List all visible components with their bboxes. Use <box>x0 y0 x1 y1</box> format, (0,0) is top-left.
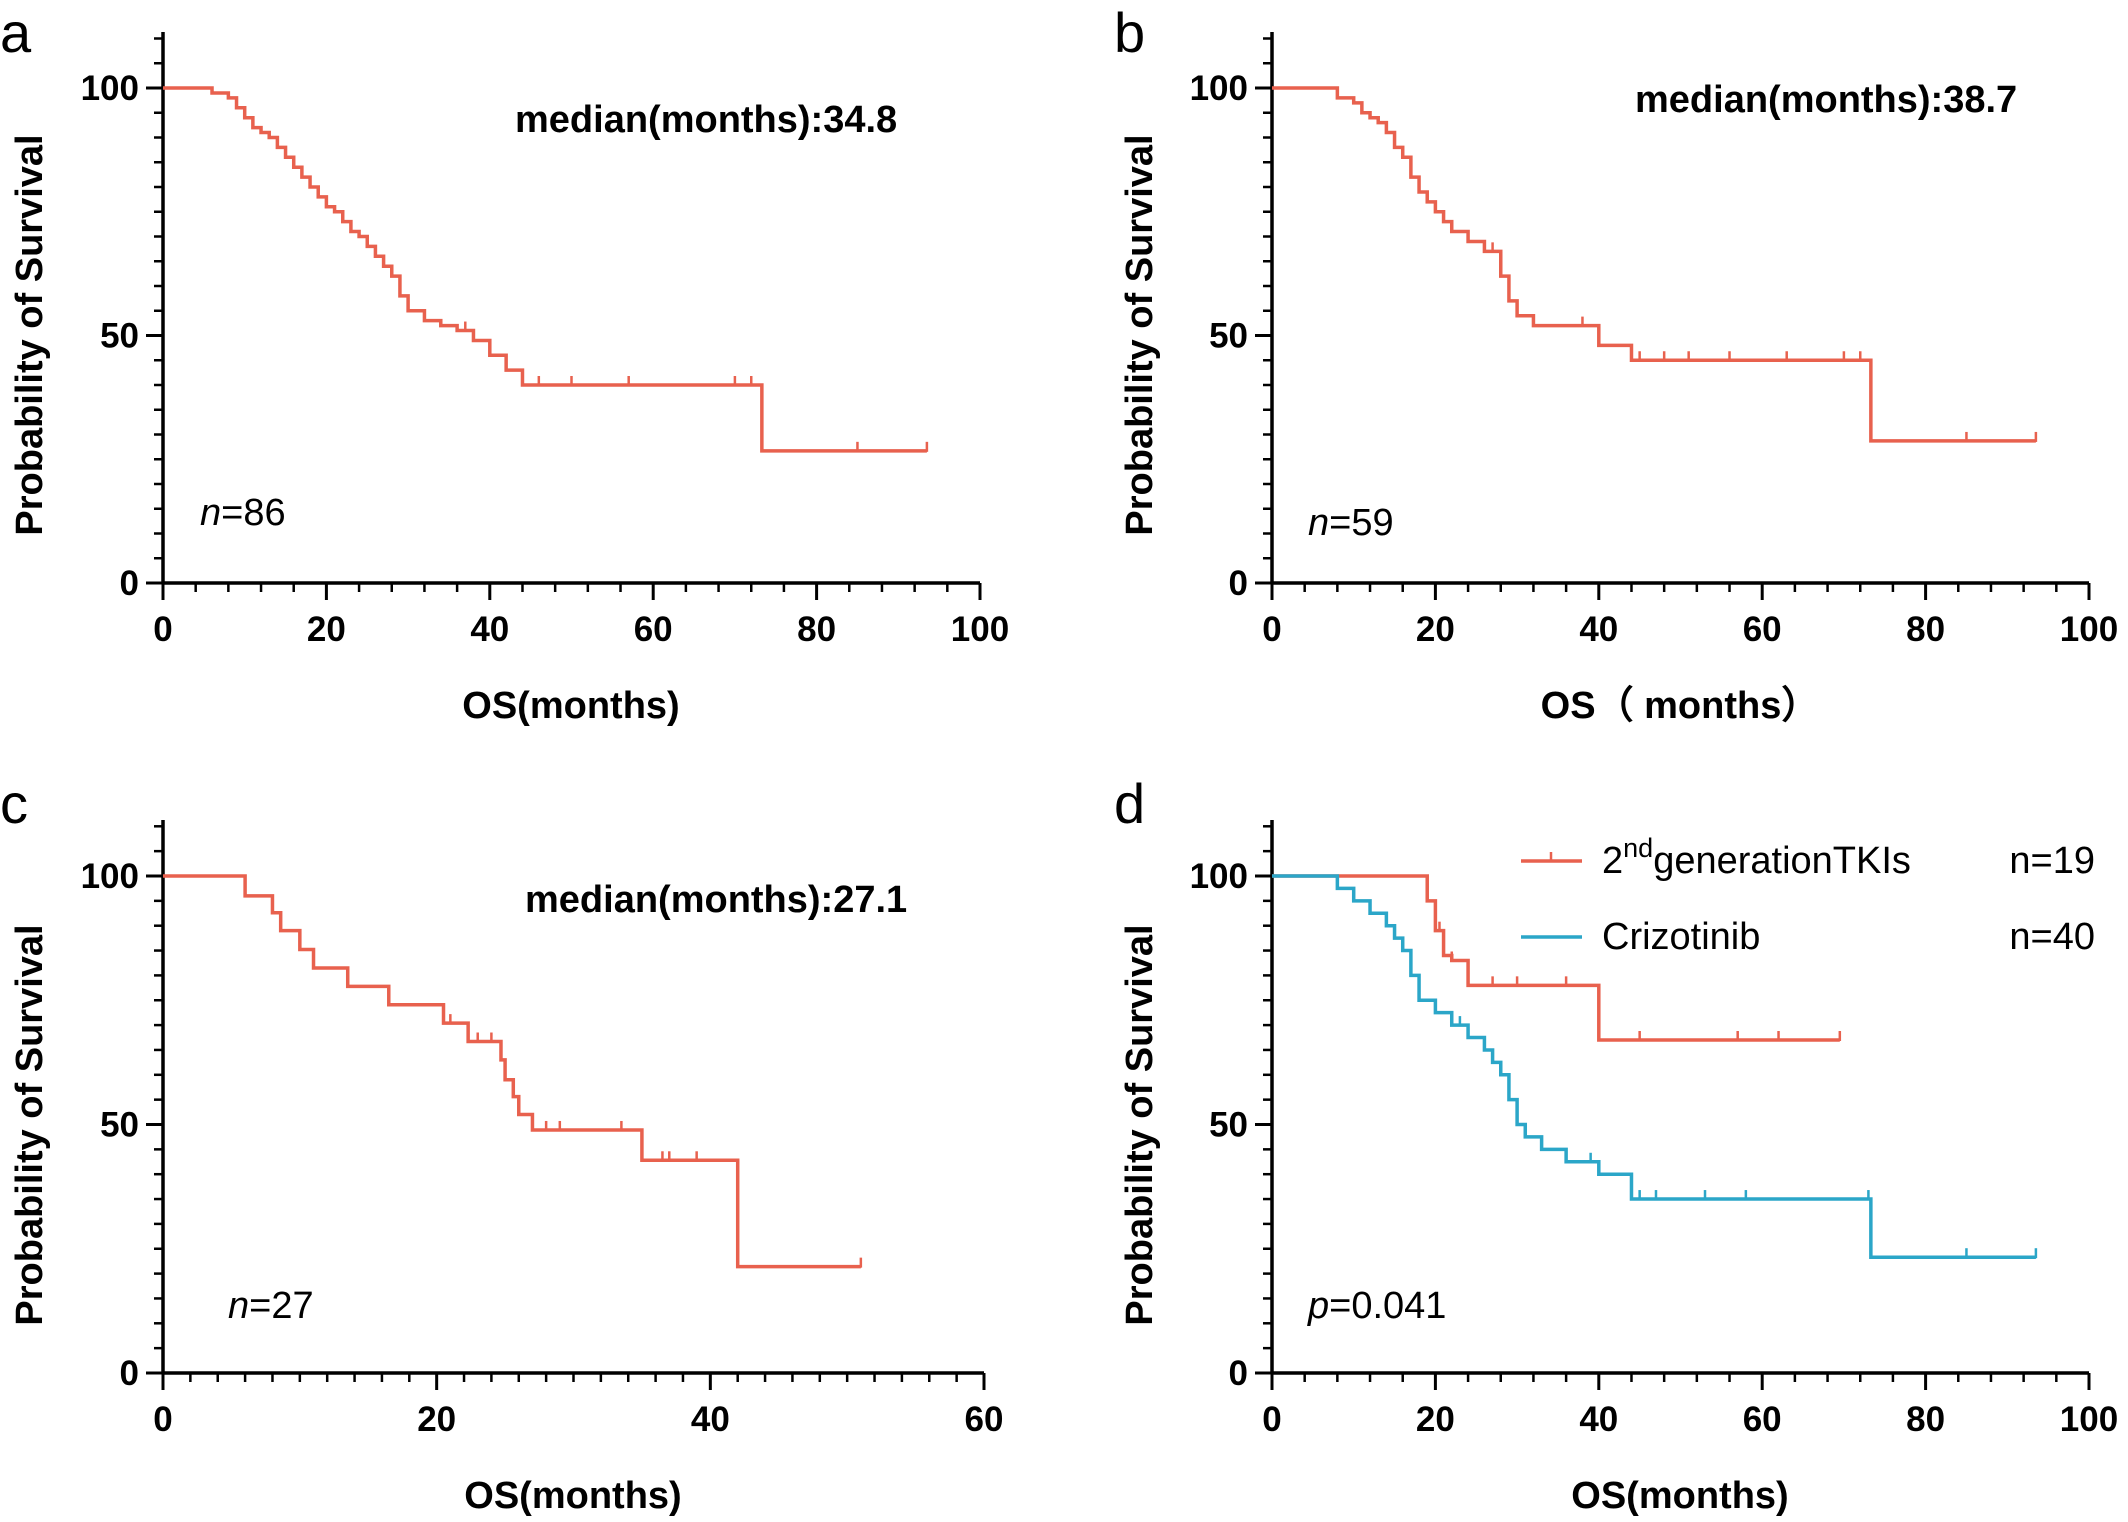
y-axis-title: Probability of Survival <box>9 134 51 535</box>
x-tick-label: 0 <box>153 610 172 649</box>
p-value: =0.041 <box>1329 1285 1446 1327</box>
y-tick-label: 0 <box>1229 564 1248 603</box>
n-symbol: n <box>200 492 221 534</box>
y-tick-label: 100 <box>1190 857 1248 896</box>
x-tick-label: 20 <box>307 610 346 649</box>
median-label: median(months):38.7 <box>1635 79 2017 121</box>
chart-panel-c: c 0 20 40 60 0 50 100 OS(months) Probability of S… <box>0 772 1003 1517</box>
n-symbol: n <box>228 1285 249 1327</box>
x-tick-label: 100 <box>951 610 1009 649</box>
median-label: median(months):34.8 <box>515 99 897 141</box>
y-axis-title: Probability of Survival <box>9 924 51 1325</box>
sample-size-label: n=86 <box>200 492 286 534</box>
legend-label-rest: generationTKIs <box>1653 840 1911 882</box>
x-tick-label: 40 <box>470 610 509 649</box>
x-tick-label: 0 <box>153 1400 172 1439</box>
legend-n: n=40 <box>2009 916 2095 958</box>
y-axis-title: Probability of Survival <box>1119 134 1161 535</box>
sample-size-label: n=27 <box>228 1285 314 1327</box>
survival-curve-series-0 <box>163 86 927 453</box>
chart-panel-d: d 0 20 40 60 80 100 0 50 100 OS(months) Probability… <box>1114 772 2118 1517</box>
panel-letter: a <box>0 1 32 64</box>
x-tick-label: 60 <box>634 610 673 649</box>
y-tick-label: 100 <box>81 857 139 896</box>
x-tick-label: 20 <box>1416 610 1455 649</box>
y-tick-label: 0 <box>1229 1354 1248 1393</box>
x-tick-label: 100 <box>2060 610 2118 649</box>
x-tick-label: 20 <box>1416 1400 1455 1439</box>
y-tick-label: 50 <box>1209 317 1248 356</box>
legend-label: Crizotinib <box>1602 916 1760 958</box>
survival-curve-series-0 <box>1272 86 2036 443</box>
legend-label: 2ndgenerationTKIs <box>1602 833 1911 882</box>
chart-panel-b: b 0 20 40 60 80 100 0 50 100 OS（ months） Probabilit… <box>1114 1 2118 727</box>
p-symbol: p <box>1307 1285 1329 1327</box>
x-tick-label: 40 <box>1579 610 1618 649</box>
median-label: median(months):27.1 <box>525 879 907 921</box>
n-value: =86 <box>221 492 285 534</box>
survival-curve-2ndgenerationtkis <box>1272 874 1840 1042</box>
y-tick-label: 50 <box>100 1106 139 1145</box>
y-tick-label: 50 <box>100 317 139 356</box>
y-tick-label: 0 <box>120 564 139 603</box>
x-tick-label: 60 <box>1743 1400 1782 1439</box>
x-tick-label: 0 <box>1262 610 1281 649</box>
sample-size-label: n=59 <box>1308 502 1394 544</box>
x-tick-label: 0 <box>1262 1400 1281 1439</box>
x-tick-label: 40 <box>691 1400 730 1439</box>
y-tick-label: 100 <box>1190 69 1248 108</box>
x-axis-title: OS（ months） <box>1541 685 1820 727</box>
panel-letter: b <box>1114 1 1145 64</box>
panel-letter: d <box>1114 772 1145 835</box>
y-tick-label: 100 <box>81 69 139 108</box>
legend-n: n=19 <box>2009 840 2095 882</box>
survival-curve-crizotinib <box>1272 874 2036 1259</box>
survival-curve-series-0 <box>163 874 861 1269</box>
x-tick-label: 80 <box>1906 1400 1945 1439</box>
legend-label-base: Crizotinib <box>1602 916 1760 958</box>
y-tick-label: 50 <box>1209 1106 1248 1145</box>
x-tick-label: 100 <box>2060 1400 2118 1439</box>
x-axis-title: OS(months) <box>464 1475 681 1517</box>
y-tick-label: 0 <box>120 1354 139 1393</box>
x-tick-label: 60 <box>1743 610 1782 649</box>
x-tick-label: 60 <box>965 1400 1004 1439</box>
n-value: =27 <box>249 1285 313 1327</box>
panel-letter: c <box>0 772 28 835</box>
x-tick-label: 80 <box>1906 610 1945 649</box>
chart-panel-a: a 0 20 40 60 80 100 0 50 100 OS(months) Probability… <box>0 1 1009 727</box>
x-tick-label: 20 <box>417 1400 456 1439</box>
x-tick-label: 80 <box>797 610 836 649</box>
n-symbol: n <box>1308 502 1329 544</box>
x-axis-title: OS(months) <box>462 685 679 727</box>
p-value-label: p=0.041 <box>1307 1285 1446 1327</box>
legend-label-sup: nd <box>1623 833 1653 863</box>
n-value: =59 <box>1329 502 1393 544</box>
legend-label-base: 2 <box>1602 840 1623 882</box>
x-tick-label: 40 <box>1579 1400 1618 1439</box>
x-axis-title: OS(months) <box>1571 1475 1788 1517</box>
y-axis-title: Probability of Survival <box>1119 924 1161 1325</box>
